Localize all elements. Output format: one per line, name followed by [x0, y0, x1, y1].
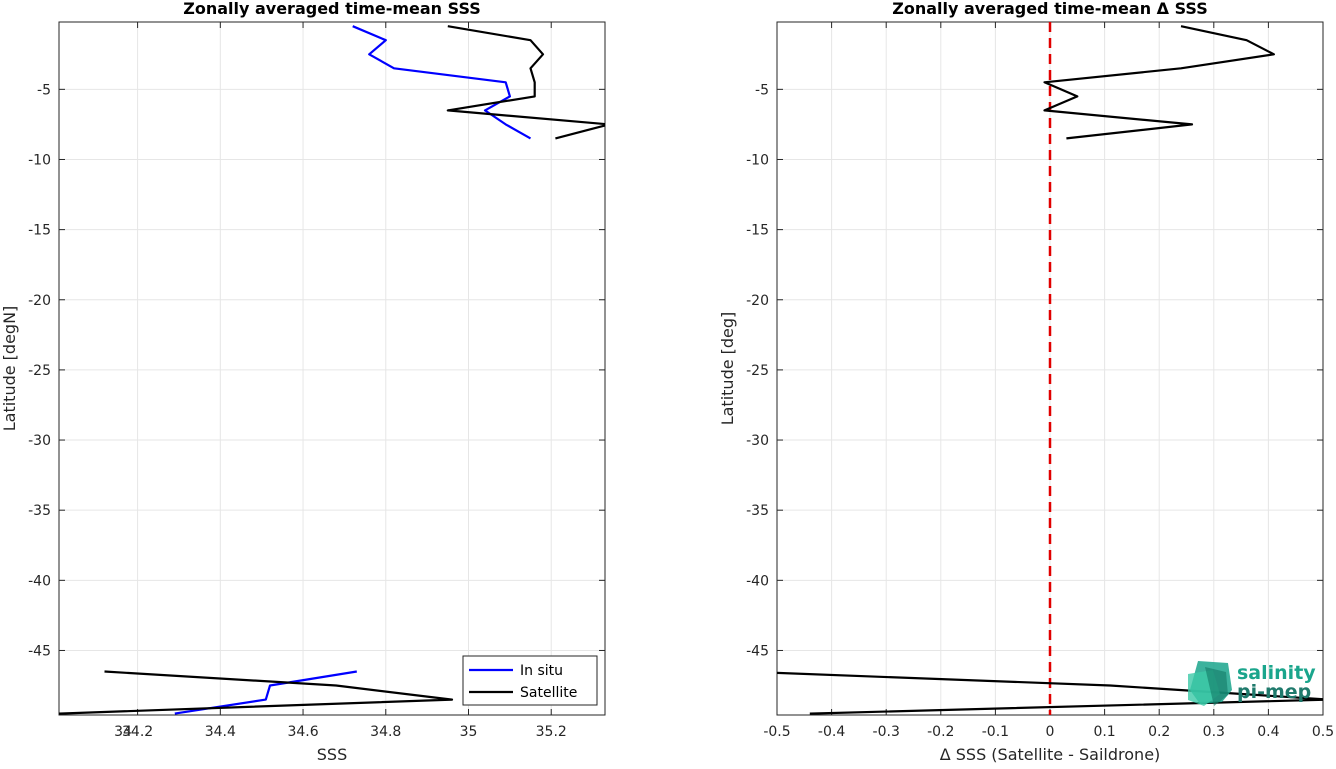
y-tick-label: -5	[37, 82, 51, 98]
y-tick-label: -15	[746, 223, 769, 239]
y-tick-label: -10	[28, 152, 51, 168]
y-axis-label: Latitude [deg]	[718, 312, 737, 426]
y-tick-label: -25	[746, 363, 769, 379]
logo-line1: salinity	[1237, 662, 1316, 684]
series-line-satellite	[446, 25, 605, 140]
y-tick-label: -20	[746, 293, 769, 309]
legend-label: In situ	[520, 663, 563, 679]
series-group	[59, 25, 605, 715]
x-tick-label: 34.2	[122, 724, 153, 740]
chart-title: Zonally averaged time-mean Δ SSS	[892, 0, 1208, 18]
x-tick-label: 0.1	[1093, 724, 1115, 740]
y-tick-label: -30	[746, 433, 769, 449]
y-axis-label: Latitude [degN]	[0, 306, 19, 432]
x-tick-label: -0.4	[818, 724, 845, 740]
salinity-pi-mep-logo: salinity pi-mep	[1188, 661, 1316, 706]
series-line-in-situ	[174, 670, 357, 715]
logo-emblem-icon	[1188, 661, 1232, 706]
y-tick-label: -15	[28, 223, 51, 239]
y-tick-label: -45	[28, 643, 51, 659]
x-tick-label: 0.4	[1257, 724, 1279, 740]
x-tick-label: 34	[114, 724, 132, 740]
series-line-in-situ	[352, 25, 532, 140]
x-tick-label: 0.5	[1312, 724, 1334, 740]
x-tick-label: 34.6	[287, 724, 318, 740]
logo-line2: pi-mep	[1237, 681, 1311, 703]
left-panel-sss: 34.2 34.4 34.6 34.8 35 35.2 34 -5 -10 -15 -20 -25 -3…	[0, 0, 606, 764]
x-tick-label: 35	[460, 724, 478, 740]
y-tick-label: -35	[746, 503, 769, 519]
right-panel-delta-sss: -0.5 -0.4 -0.3 -0.2 -0.1 0 0.1 0.2 0.3 0.4 0.5 -5 -1…	[718, 0, 1334, 764]
x-tick-label: 0.2	[1148, 724, 1170, 740]
series-line-satellite	[59, 670, 454, 715]
y-tick-label: -20	[28, 293, 51, 309]
y-tick-label: -40	[746, 573, 769, 589]
legend-label: Satellite	[520, 685, 577, 701]
x-tick-label: 34.8	[370, 724, 401, 740]
x-tick-label: 0	[1046, 724, 1055, 740]
y-tick-label: -40	[28, 573, 51, 589]
x-tick-label: 34.4	[205, 724, 236, 740]
chart-title: Zonally averaged time-mean SSS	[183, 0, 481, 18]
y-tick-label: -10	[746, 152, 769, 168]
x-tick-label: 0.3	[1203, 724, 1225, 740]
y-tick-label: -5	[755, 82, 769, 98]
x-axis-label: SSS	[317, 745, 347, 764]
series-line-delta-sss	[1043, 25, 1276, 140]
y-tick-label: -35	[28, 503, 51, 519]
x-axis-label: Δ SSS (Satellite - Saildrone)	[940, 745, 1161, 764]
y-tick-label: -45	[746, 643, 769, 659]
y-tick-label: -30	[28, 433, 51, 449]
x-tick-label: -0.2	[927, 724, 954, 740]
x-tick-label: -0.3	[873, 724, 900, 740]
x-tick-label: -0.1	[982, 724, 1009, 740]
x-tick-label: 35.2	[536, 724, 567, 740]
legend-box	[462, 655, 598, 706]
axes-box	[58, 21, 606, 716]
y-tick-label: -25	[28, 363, 51, 379]
x-tick-label: -0.5	[763, 724, 790, 740]
